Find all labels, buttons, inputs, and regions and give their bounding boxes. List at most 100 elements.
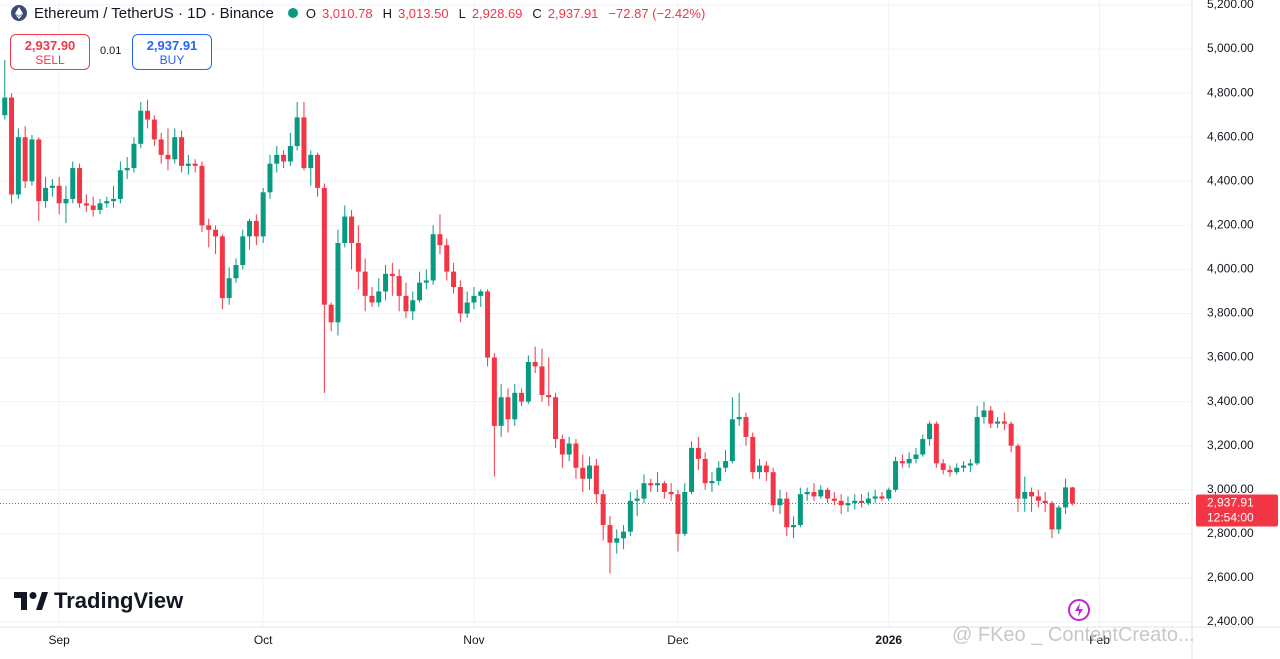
candle-body [702, 458, 708, 484]
candle-body [1035, 496, 1041, 501]
candle-body [1056, 507, 1062, 530]
candle-body [335, 242, 341, 323]
candle-body [315, 154, 321, 188]
y-tick-label: 4,600.00 [1207, 129, 1254, 143]
candle-body [240, 236, 246, 266]
candle-body [56, 185, 62, 204]
candle-body [253, 220, 259, 237]
candle-body [301, 117, 307, 169]
candle-body [933, 423, 939, 464]
x-tick-label: Dec [667, 633, 688, 647]
candle-body [519, 392, 525, 402]
candle-body [151, 119, 157, 140]
candle-body [797, 494, 803, 526]
candle-body [566, 443, 572, 455]
y-tick-label: 3,400.00 [1207, 394, 1254, 408]
candle-body [682, 491, 688, 534]
candle-body [750, 436, 756, 473]
candle-body [36, 139, 42, 202]
candle-body [648, 483, 654, 486]
y-tick-label: 4,800.00 [1207, 85, 1254, 99]
candle-body [213, 229, 219, 237]
candle-body [573, 443, 579, 468]
legend-l: L [458, 5, 466, 21]
candle-body [321, 187, 327, 305]
candle-body [199, 165, 205, 226]
y-tick-label: 5,200.00 [1207, 0, 1254, 11]
candle-body [70, 168, 76, 199]
eth-icon [11, 5, 27, 21]
candle-body [641, 483, 647, 499]
buy-price: 2,937.91 [146, 38, 198, 53]
candle-body [763, 465, 769, 473]
candle-body [791, 525, 797, 528]
candle-body [233, 265, 239, 279]
candle-body [627, 500, 633, 532]
y-tick-label: 4,200.00 [1207, 218, 1254, 232]
candle-body [974, 417, 980, 464]
candle-body [294, 117, 300, 147]
candle-body [553, 397, 559, 440]
candle-body [287, 146, 293, 162]
candle-body [920, 439, 926, 455]
candle-body [729, 419, 735, 462]
candle-body [2, 97, 8, 116]
candle-body [879, 496, 885, 499]
candle-body [845, 503, 851, 506]
candle-body [899, 461, 905, 464]
brand: TradingView [14, 588, 183, 614]
candle-body [145, 110, 151, 120]
watermark: @ FKeo _ ContentCreato... [952, 624, 1195, 646]
candle-body [940, 463, 946, 470]
candle-body [124, 168, 130, 171]
x-tick-label: 2026 [875, 633, 902, 647]
candle-body [179, 137, 185, 166]
candle-body [362, 271, 368, 296]
candle-body [532, 361, 538, 367]
candle-body [90, 205, 96, 210]
candle-body [689, 447, 695, 492]
candle-body [913, 454, 919, 459]
legend-o-value: 3,010.78 [321, 5, 373, 21]
candle-body [580, 467, 586, 479]
alert-icon[interactable] [1066, 597, 1092, 623]
candle-body [777, 498, 783, 506]
y-tick-label: 3,800.00 [1207, 306, 1254, 320]
candle-body [260, 192, 266, 237]
candle-body [138, 110, 144, 144]
candle-body [967, 463, 973, 466]
legend-l-value: 2,928.69 [471, 5, 523, 21]
candle-body [104, 201, 110, 204]
candle-body [825, 489, 831, 499]
candle-body [464, 302, 470, 314]
candle-body [661, 483, 667, 492]
candle-body [444, 245, 450, 272]
buy-button[interactable]: 2,937.91 BUY [132, 34, 212, 70]
candle-body [1022, 491, 1028, 499]
symbol-title[interactable]: Ethereum / TetherUS · 1D · Binance [34, 4, 274, 22]
last-price-label: 2,937.91 [1207, 496, 1254, 510]
candle-body [886, 489, 892, 499]
candle-body [723, 461, 729, 468]
legend-h: H [382, 5, 392, 21]
header: Ethereum / TetherUS · 1D · Binance O 3,01… [10, 4, 709, 22]
candle-body [172, 137, 178, 160]
status-dot [287, 8, 298, 18]
candle-body [274, 154, 280, 164]
candle-body [355, 242, 361, 272]
candle-body [709, 480, 715, 484]
candle-body [621, 531, 627, 539]
sell-button[interactable]: 2,937.90 SELL [10, 34, 90, 70]
candle-body [784, 498, 790, 528]
candle-body [226, 278, 232, 299]
candle-body [811, 491, 817, 497]
candle-body [471, 295, 477, 303]
candle-body [389, 273, 395, 277]
candle-body [539, 366, 545, 396]
candle-body [77, 168, 83, 204]
candle-body [308, 154, 314, 169]
candle-body [383, 273, 389, 292]
candle-body [206, 225, 212, 230]
candle-body [743, 417, 749, 437]
